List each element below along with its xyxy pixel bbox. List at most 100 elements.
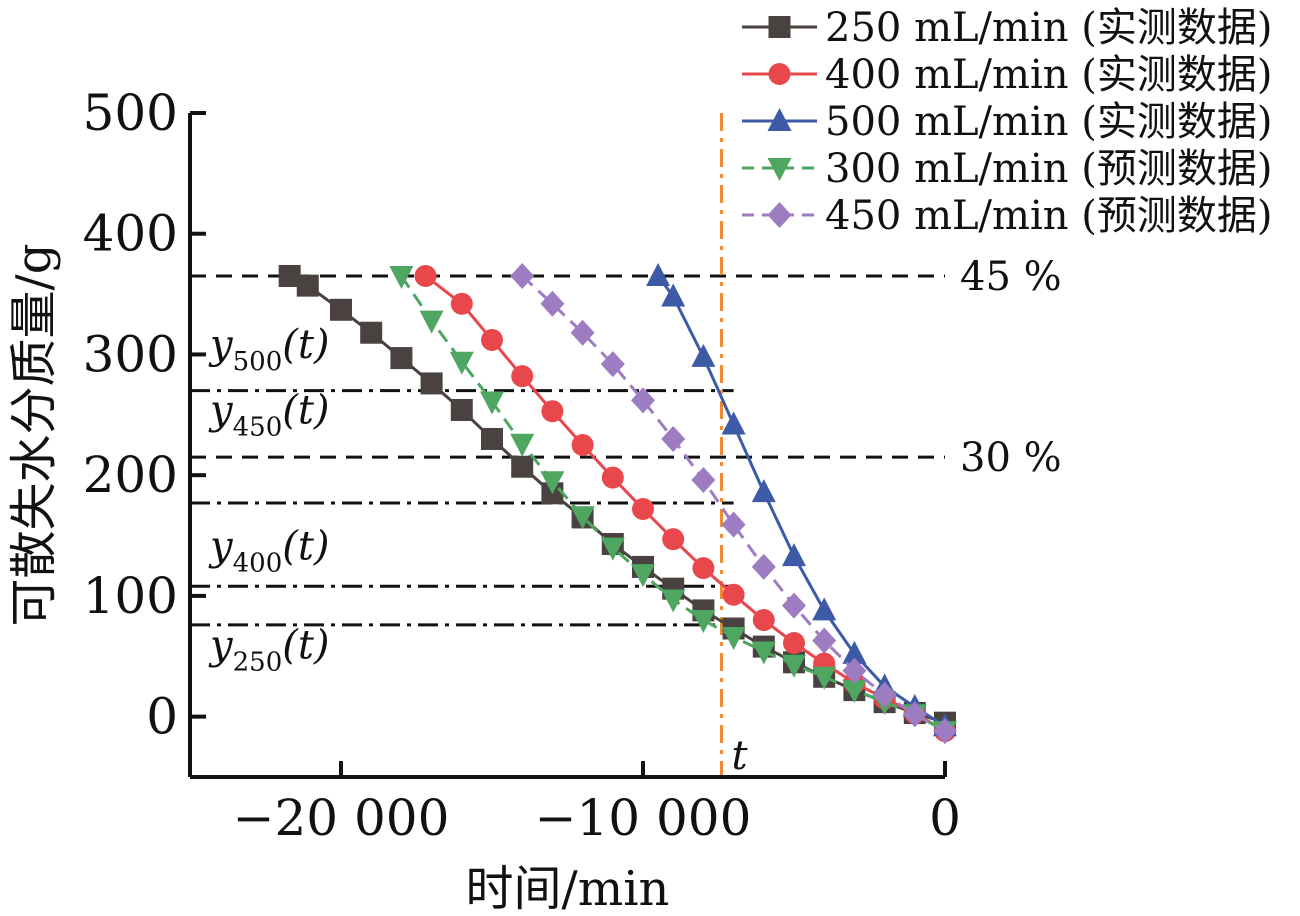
y-tick-label: 300 xyxy=(83,325,178,383)
axes: 0 100 200 300 400 500 −20 000 −10 000 0 时间/min 可散失… xyxy=(6,84,961,916)
legend: 250 mL/min (实测数据)400 mL/min (实测数据)500 mL… xyxy=(742,5,1272,239)
circle-marker xyxy=(601,466,624,489)
percent-label: 30 % xyxy=(960,435,1062,481)
curve-label-subscript: 500 xyxy=(233,347,283,377)
triangle-up-marker xyxy=(767,108,792,131)
circle-marker xyxy=(768,63,791,85)
curve-label-subscript: 400 xyxy=(233,549,283,579)
triangle-up-marker xyxy=(812,597,837,621)
circle-marker xyxy=(783,631,805,654)
diamond-marker xyxy=(631,387,655,414)
legend-entry: 400 mL/min (实测数据) xyxy=(742,52,1272,98)
legend-entry: 250 mL/min (实测数据) xyxy=(742,5,1272,51)
diamond-marker xyxy=(510,262,535,289)
x-tick-label: −10 000 xyxy=(535,789,752,847)
curve-label-base: y xyxy=(208,524,234,570)
triangle-down-marker xyxy=(510,433,535,457)
triangle-up-marker xyxy=(782,543,806,567)
curve-label: y250(t) xyxy=(208,623,330,678)
legend-label: 450 mL/min (预测数据) xyxy=(825,193,1272,239)
circle-marker xyxy=(541,400,564,423)
triangle-down-marker xyxy=(480,391,504,415)
curve-label-subscript: 250 xyxy=(233,648,283,678)
legend-entry: 300 mL/min (预测数据) xyxy=(742,146,1272,192)
diamond-marker xyxy=(751,553,776,580)
diamond-marker xyxy=(767,202,792,228)
y-tick-label: 400 xyxy=(83,205,178,263)
x-axis-title: 时间/min xyxy=(466,861,670,916)
curve-label-base: y xyxy=(208,322,234,368)
triangle-up-marker xyxy=(691,343,716,367)
circle-marker xyxy=(511,365,534,388)
y-tick-label: 200 xyxy=(83,446,178,504)
square-marker xyxy=(278,264,301,287)
square-marker xyxy=(481,427,503,450)
series-line xyxy=(521,274,946,733)
circle-marker xyxy=(662,528,685,551)
triangle-down-marker xyxy=(570,506,595,530)
diamond-marker xyxy=(872,681,897,708)
circle-marker xyxy=(571,434,594,456)
triangle-down-marker xyxy=(661,589,686,613)
diamond-marker xyxy=(570,319,595,346)
circle-marker xyxy=(414,264,437,287)
x-tick-label: 0 xyxy=(929,789,961,847)
legend-entry: 450 mL/min (预测数据) xyxy=(742,193,1272,239)
triangle-down-marker xyxy=(389,265,414,289)
circle-marker xyxy=(722,583,745,606)
square-marker xyxy=(330,298,352,321)
diamond-marker xyxy=(842,657,867,684)
triangle-down-marker xyxy=(782,654,806,678)
square-marker xyxy=(390,347,413,370)
square-marker xyxy=(360,321,383,344)
triangle-down-marker xyxy=(600,537,625,561)
diamond-marker xyxy=(782,592,806,619)
t-label: t xyxy=(732,733,749,779)
triangle-up-marker xyxy=(661,283,686,307)
y-tick-label: 100 xyxy=(83,567,178,625)
triangle-up-marker xyxy=(646,262,671,286)
triangle-up-marker xyxy=(842,640,867,664)
triangle-down-marker xyxy=(842,680,867,704)
triangle-down-marker xyxy=(419,310,444,334)
circle-marker xyxy=(481,328,503,351)
diamond-marker xyxy=(721,511,746,538)
triangle-down-marker xyxy=(721,626,746,650)
circle-marker xyxy=(692,557,715,580)
curve-label-base: y xyxy=(208,387,234,433)
x-tick-label: −20 000 xyxy=(233,789,450,847)
triangle-down-marker xyxy=(540,471,565,495)
square-marker xyxy=(768,16,791,38)
curve-label-suffix: (t) xyxy=(282,623,329,669)
triangle-up-marker xyxy=(721,411,746,435)
square-marker xyxy=(511,455,534,478)
curve-label-suffix: (t) xyxy=(282,387,329,433)
legend-label: 400 mL/min (实测数据) xyxy=(825,52,1272,98)
circle-marker xyxy=(632,497,654,520)
y-tick-label: 0 xyxy=(146,688,178,746)
reference-lines xyxy=(190,113,945,777)
triangle-down-marker xyxy=(812,666,837,690)
legend-label: 250 mL/min (实测数据) xyxy=(825,5,1272,51)
diamond-marker xyxy=(933,718,957,745)
diamond-marker xyxy=(691,467,716,494)
circle-marker xyxy=(450,292,473,315)
triangle-down-marker xyxy=(631,564,655,588)
curve-label: y450(t) xyxy=(208,387,330,442)
diamond-marker xyxy=(600,351,625,378)
diamond-marker xyxy=(812,627,837,654)
legend-label: 300 mL/min (预测数据) xyxy=(825,146,1272,192)
diamond-marker xyxy=(902,701,927,728)
legend-label: 500 mL/min (实测数据) xyxy=(825,99,1272,145)
triangle-down-marker xyxy=(751,641,776,665)
series-group xyxy=(510,262,957,745)
diamond-marker xyxy=(661,425,686,452)
triangle-up-marker xyxy=(751,479,776,503)
diamond-marker xyxy=(540,290,565,317)
triangle-down-marker xyxy=(691,610,716,634)
circle-marker xyxy=(752,609,775,632)
square-marker xyxy=(450,398,473,421)
curve-label: y400(t) xyxy=(208,524,330,579)
